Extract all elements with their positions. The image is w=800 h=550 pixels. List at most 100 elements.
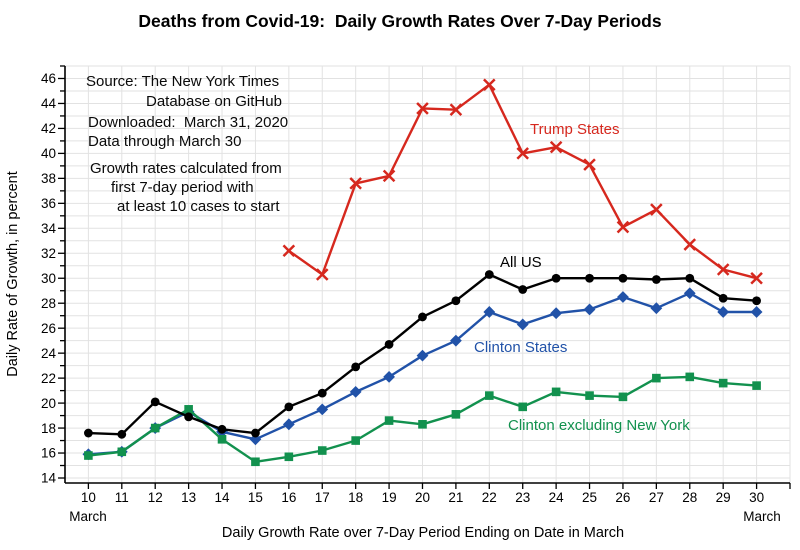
x-tick-label: 27 (649, 490, 664, 505)
y-tick-label: 14 (41, 471, 57, 486)
data-point-x (449, 103, 463, 116)
y-tick-label: 42 (41, 121, 56, 136)
x-tick-label: 23 (515, 490, 530, 505)
data-point-diamond (717, 306, 730, 318)
y-tick-label: 24 (41, 346, 57, 361)
data-point-square (585, 391, 594, 400)
y-axis-title: Daily Rate of Growth, in percent (5, 171, 21, 377)
x-tick-label: 12 (148, 490, 163, 505)
tick-labels: 14 16 18 20 22 24 26 28 30 32 34 36 38 40 42 44 46 10 11 12… (41, 71, 764, 505)
data-point-diamond (316, 403, 329, 416)
data-point-circle (384, 340, 394, 349)
series-trump-states (282, 78, 763, 285)
x-tick-label: 21 (448, 490, 463, 505)
data-point-circle (551, 273, 561, 283)
data-point-circle (317, 388, 327, 398)
x-tick-label: 26 (615, 490, 630, 505)
annotation-source-line2: Database on GitHub (146, 93, 282, 110)
series-clinton-excluding-new-york (84, 372, 761, 467)
data-point-diamond (650, 302, 663, 315)
x-tick-label: 15 (248, 490, 263, 505)
axes (58, 65, 791, 489)
data-point-square (618, 392, 628, 402)
data-point-diamond (249, 433, 262, 446)
data-point-circle (685, 273, 695, 283)
data-point-diamond (683, 287, 696, 300)
data-point-square (451, 410, 461, 419)
data-point-square (351, 436, 360, 445)
data-point-square (284, 452, 294, 462)
y-tick-label: 16 (41, 446, 56, 461)
data-series (82, 78, 763, 467)
data-point-diamond (550, 307, 563, 320)
x-tick-label: 28 (682, 490, 697, 505)
data-point-circle (83, 428, 93, 438)
month-label-left: March (69, 509, 107, 524)
data-point-circle (618, 273, 628, 283)
month-label-right: March (743, 509, 781, 524)
data-point-square (752, 381, 761, 390)
x-tick-label: 16 (281, 490, 296, 505)
x-tick-label: 13 (181, 490, 196, 505)
data-point-square (251, 457, 260, 467)
x-tick-label: 19 (382, 490, 397, 505)
series-label-trump-states: Trump States (530, 121, 619, 138)
y-tick-label: 46 (41, 71, 56, 86)
data-point-diamond (516, 318, 529, 331)
data-point-diamond (349, 385, 362, 398)
annotation-source-line1: Source: The New York Times (86, 73, 279, 90)
data-point-circle (284, 402, 294, 412)
data-point-square (184, 405, 193, 414)
annotation-method-line1: Growth rates calculated from (90, 160, 282, 177)
data-point-square (84, 451, 93, 460)
y-tick-label: 28 (41, 296, 56, 311)
data-point-circle (651, 275, 661, 284)
x-tick-label: 24 (549, 490, 565, 505)
data-point-square (217, 435, 227, 444)
data-point-circle (117, 429, 127, 439)
data-point-circle (484, 270, 494, 279)
data-point-square (317, 446, 327, 455)
data-point-square (685, 372, 695, 382)
data-point-circle (251, 428, 260, 438)
chart-title: Deaths from Covid-19: Daily Growth Rates… (138, 11, 661, 31)
data-point-x (382, 169, 396, 183)
data-point-x (583, 158, 596, 171)
data-point-circle (752, 296, 761, 306)
data-point-circle (217, 424, 227, 434)
y-tick-label: 36 (41, 196, 56, 211)
data-point-x (616, 220, 630, 234)
y-tick-label: 30 (41, 271, 56, 286)
x-tick-label: 25 (582, 490, 597, 505)
x-tick-label: 17 (315, 490, 330, 505)
data-point-square (485, 391, 494, 400)
series-label-all-us: All US (500, 254, 542, 271)
data-point-diamond (583, 303, 596, 316)
y-tick-label: 44 (41, 96, 57, 111)
data-point-x (416, 102, 429, 115)
data-point-circle (518, 285, 528, 294)
annotation-method-line2: first 7-day period with (111, 179, 254, 196)
series-label-clinton-states: Clinton States (474, 339, 567, 356)
data-point-circle (585, 273, 594, 283)
data-point-circle (718, 293, 728, 303)
data-point-square (384, 416, 394, 425)
data-point-square (518, 402, 528, 412)
data-point-x (349, 177, 362, 190)
y-tick-label: 18 (41, 421, 56, 436)
data-point-square (718, 378, 728, 388)
y-tick-label: 20 (41, 396, 56, 411)
series-label-clinton-excluding-new-york: Clinton excluding New York (508, 417, 690, 434)
x-axis-title: Daily Growth Rate over 7-Day Period Endi… (222, 525, 624, 541)
annotation-data-through: Data through March 30 (88, 133, 241, 150)
data-point-x (483, 78, 496, 92)
y-tick-label: 34 (41, 221, 57, 236)
annotation-downloaded: Downloaded: March 31, 2020 (88, 114, 288, 131)
x-tick-label: 30 (749, 490, 764, 505)
data-point-x (750, 271, 763, 285)
data-point-circle (184, 412, 194, 422)
annotation-method-line3: at least 10 cases to start (117, 198, 280, 215)
y-tick-label: 40 (41, 146, 56, 161)
series-all-us (83, 270, 761, 439)
data-point-x (650, 203, 663, 216)
